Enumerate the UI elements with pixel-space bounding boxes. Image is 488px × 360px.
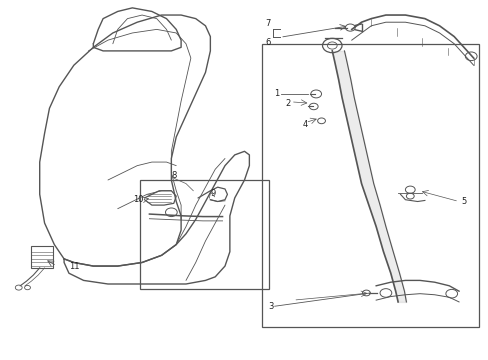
- Text: 10: 10: [133, 195, 143, 204]
- Bar: [140, 180, 268, 289]
- Text: 3: 3: [268, 302, 273, 311]
- Bar: [31, 246, 53, 268]
- Text: 7: 7: [264, 19, 270, 28]
- Text: 1: 1: [274, 89, 279, 98]
- Text: 11: 11: [69, 262, 79, 271]
- Text: 6: 6: [264, 39, 270, 48]
- Text: 8: 8: [171, 171, 176, 180]
- Text: 2: 2: [285, 99, 290, 108]
- Text: 4: 4: [303, 120, 307, 129]
- Bar: [261, 44, 478, 327]
- Text: 9: 9: [210, 189, 215, 198]
- Text: 5: 5: [461, 197, 466, 206]
